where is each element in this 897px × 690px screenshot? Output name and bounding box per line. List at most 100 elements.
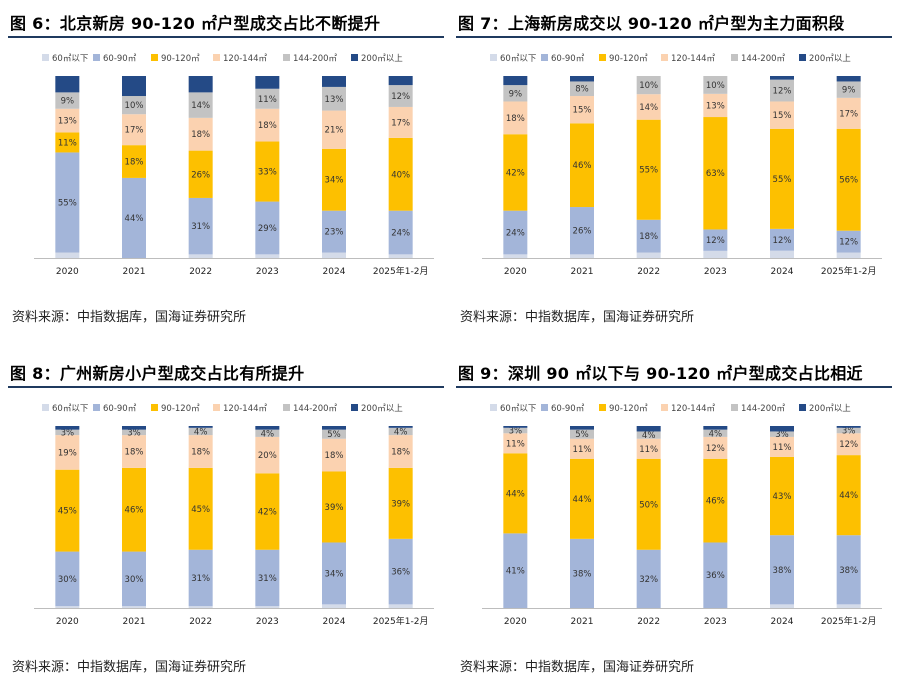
data-label: 29% (258, 224, 277, 234)
legend-label: 60㎡以下 (500, 404, 537, 414)
legend-label: 60㎡以下 (52, 404, 89, 414)
bar-segment (322, 252, 346, 258)
bar-segment (188, 117, 213, 151)
bar-segment (636, 438, 661, 459)
data-label: 43% (773, 492, 792, 502)
bar-segment (388, 85, 413, 107)
data-label: 34% (325, 176, 344, 186)
bar-segment (703, 76, 728, 94)
bar-segment (570, 76, 594, 82)
bar-stack: 36% 39% 18% 4% (388, 426, 413, 608)
legend-swatch (283, 54, 290, 61)
bar-segment (836, 252, 861, 258)
bar-stack: 36% 46% 12% 4% (703, 426, 728, 608)
x-tick-label: 2022 (637, 267, 660, 277)
data-label: 20% (258, 451, 277, 461)
title-rule (456, 386, 892, 388)
bar-segment (636, 94, 661, 120)
data-label: 3% (509, 427, 522, 437)
bar-segment (503, 427, 528, 434)
legend-swatch (731, 404, 738, 411)
bar-segment (322, 471, 346, 543)
bar-segment (255, 436, 280, 474)
legend-label: 60㎡以下 (500, 54, 537, 64)
bar-segment (636, 431, 661, 439)
legend-label: 200㎡以上 (361, 404, 403, 414)
x-tick-label: 2024 (323, 267, 346, 277)
bar-stack: 29% 33% 18% 11% (255, 76, 280, 258)
bar-segment (770, 436, 794, 457)
data-label: 44% (573, 495, 592, 505)
data-label: 26% (191, 170, 210, 180)
data-label: 10% (706, 81, 725, 91)
data-label: 38% (773, 566, 792, 576)
bar-segment (636, 119, 661, 220)
bar-stack: 31% 42% 20% 4% (255, 426, 280, 608)
legend-label: 144-200㎡ (741, 404, 786, 414)
legend-label: 60-90㎡ (103, 404, 137, 414)
bar-segment (122, 467, 146, 552)
bar-segment (188, 92, 213, 118)
legend-label: 200㎡以上 (809, 404, 851, 414)
bar-segment (636, 252, 661, 258)
data-label: 44% (506, 489, 525, 499)
bar-segment (836, 76, 861, 82)
legend-label: 120-144㎡ (671, 404, 716, 414)
stacked-bar-chart: 60㎡以下 60-90㎡ 90-120㎡ 120-144㎡ 144-200㎡ 200㎡以上… (34, 54, 434, 277)
data-label: 11% (258, 95, 277, 105)
source-note: 资料来源：中指数据库，国海证券研究所 (12, 310, 247, 325)
legend-swatch (93, 54, 100, 61)
bar-segment (703, 429, 728, 437)
data-label: 38% (573, 569, 592, 579)
bar-segment (55, 76, 80, 93)
bar-segment (836, 97, 861, 129)
bar-segment (388, 435, 413, 468)
bar-segment (122, 435, 146, 468)
bar-segment (188, 254, 213, 258)
bar-segment (836, 433, 861, 456)
source-note: 资料来源：中指数据库，国海证券研究所 (12, 660, 247, 675)
bar-segment (836, 81, 861, 98)
data-label: 31% (191, 222, 210, 232)
data-label: 11% (58, 138, 77, 148)
data-label: 24% (391, 229, 410, 239)
x-tick-label: 2022 (189, 617, 212, 627)
data-label: 14% (639, 103, 658, 113)
bar-segment (255, 88, 280, 109)
x-tick-label: 2023 (704, 267, 727, 277)
bar-segment (122, 551, 146, 607)
bar-segment (636, 549, 661, 608)
bar-segment (703, 229, 728, 251)
legend-label: 90-120㎡ (609, 54, 648, 64)
bar-segment (55, 469, 80, 552)
data-label: 42% (506, 168, 525, 178)
data-label: 17% (839, 109, 858, 119)
data-label: 26% (573, 227, 592, 237)
data-label: 4% (709, 429, 723, 439)
data-label: 39% (325, 503, 344, 513)
legend-label: 144-200㎡ (741, 54, 786, 64)
chart-title: 图 6：北京新房 90-120 ㎡户型成交占比不断提升 (10, 14, 381, 33)
bar-segment (55, 108, 80, 133)
x-tick-label: 2022 (189, 267, 212, 277)
legend-label: 144-200㎡ (293, 404, 338, 414)
bar-stack: 44% 18% 17% 10% (122, 76, 146, 258)
bar-segment (255, 76, 280, 89)
x-tick-label: 2023 (256, 267, 279, 277)
bar-segment (55, 429, 80, 436)
bar-segment (388, 467, 413, 539)
x-tick-label: 2022 (637, 617, 660, 627)
bar-segment (322, 438, 346, 472)
bar-segment (636, 426, 661, 432)
data-label: 32% (639, 575, 658, 585)
x-tick-label: 2025年1-2月 (821, 615, 877, 627)
legend-label: 120-144㎡ (671, 54, 716, 64)
bar-segment (188, 76, 213, 93)
source-note: 资料来源：中指数据库，国海证券研究所 (460, 660, 695, 675)
bar-segment (703, 436, 728, 459)
bar-segment (503, 210, 528, 255)
x-tick-label: 2024 (771, 267, 794, 277)
legend: 60㎡以下 60-90㎡ 90-120㎡ 120-144㎡ 144-200㎡ 200㎡以上 (42, 54, 403, 64)
data-label: 13% (706, 101, 725, 111)
bar-segment (836, 426, 861, 428)
